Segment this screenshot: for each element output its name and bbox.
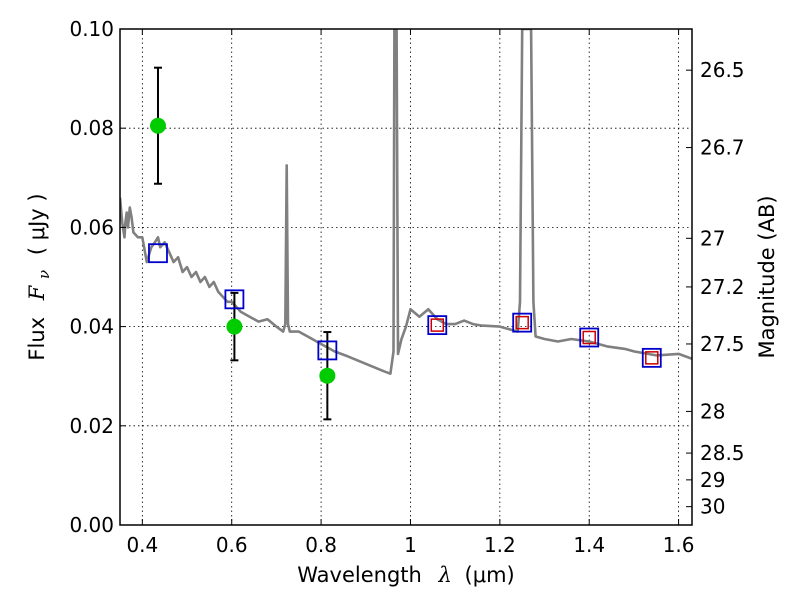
magnitude-tick-label: 28.5	[700, 441, 745, 465]
axes: 0.4 0.6 0.8 1 1.2 1.4 1.6 0.00 0.02 0.04 0.06 0.08 0…	[69, 17, 744, 557]
magnitude-tick-label: 28	[700, 399, 725, 423]
y-axis-label-text: Flux	[25, 317, 49, 361]
x-tick-label: 1.2	[484, 533, 516, 557]
grid-lines	[120, 29, 692, 525]
magnitude-tick-label: 27.2	[700, 275, 745, 299]
plot-frame	[119, 28, 693, 526]
red-inner-square	[515, 315, 529, 330]
x-axis-label-text: Wavelength	[297, 563, 422, 587]
model-photometry-square	[317, 340, 338, 361]
y-tick-label: 0.00	[69, 513, 114, 537]
red-inner-square	[645, 351, 659, 365]
y-tick-label: 0.02	[69, 414, 114, 438]
x-tick-label: 1.6	[663, 533, 695, 557]
model-photometry-square	[224, 289, 245, 310]
red-inner-square	[430, 318, 445, 332]
observed-flux-point	[319, 367, 336, 384]
y-axis-symbol: F	[25, 284, 49, 301]
y-tick-label: 0.10	[69, 17, 114, 41]
x-axis-label: Wavelength λ (μm)	[297, 563, 514, 587]
x-tick-label: 0.4	[126, 533, 158, 557]
observed-flux-point	[226, 318, 243, 335]
model-photometry-square	[427, 315, 448, 336]
red-inner-square	[582, 330, 596, 345]
model-photometry-square	[579, 327, 600, 348]
y-tick-label: 0.08	[69, 116, 114, 140]
model-photometry-square	[512, 312, 533, 333]
magnitude-tick-label: 26.7	[700, 136, 745, 160]
model-photometry-square	[148, 243, 168, 264]
plot-series	[120, 29, 692, 421]
magnitude-tick-label: 26.5	[700, 58, 745, 82]
x-tick-label: 1	[404, 533, 417, 557]
y-axis-unit: ( μJy )	[25, 193, 49, 255]
y-tick-label: 0.06	[69, 215, 114, 239]
magnitude-tick-label: 30	[700, 495, 725, 519]
x-tick-label: 0.8	[305, 533, 337, 557]
model-photometry-square	[641, 347, 662, 368]
y-axis-label: Flux F ν ( μJy )	[25, 193, 54, 360]
x-axis-unit: (μm)	[465, 563, 515, 587]
x-axis-symbol: λ	[438, 563, 452, 587]
observed-flux-point	[149, 117, 166, 134]
x-tick-label: 0.6	[216, 533, 248, 557]
x-tick-label: 1.4	[573, 533, 605, 557]
right-axis-label: Magnitude (AB)	[755, 195, 779, 358]
y-tick-label: 0.04	[69, 315, 114, 339]
y-axis-subscript: ν	[35, 270, 53, 279]
magnitude-tick-label: 27.5	[700, 332, 745, 356]
sed-model-line	[120, 29, 692, 375]
magnitude-tick-label: 29	[700, 468, 725, 492]
magnitude-tick-label: 27	[700, 226, 725, 250]
